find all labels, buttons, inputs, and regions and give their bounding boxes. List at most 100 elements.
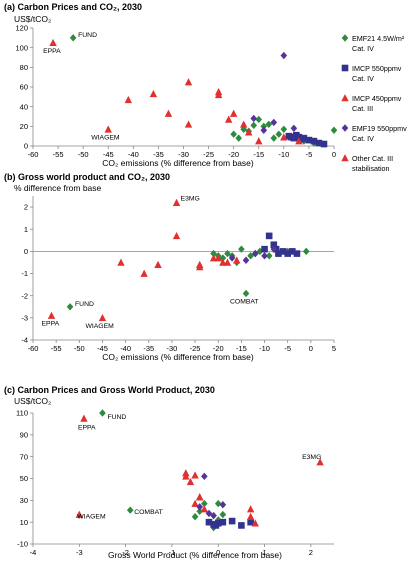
- data-point: [246, 505, 255, 513]
- data-point: [219, 501, 227, 509]
- legend-label: IMCP 550ppmv: [352, 64, 402, 73]
- x-tick-label: -60: [28, 150, 39, 159]
- data-point: [212, 522, 220, 529]
- annotation-label: COMBAT: [230, 298, 259, 305]
- data-point: [228, 254, 236, 262]
- data-point: [280, 133, 288, 141]
- chart-c-xlabel: Gross World Product (% difference from b…: [108, 550, 282, 560]
- data-point: [117, 258, 125, 266]
- data-point: [201, 499, 208, 508]
- x-tick-label: -3: [76, 548, 83, 557]
- data-point: [251, 249, 259, 258]
- data-point: [320, 140, 328, 148]
- data-point: [270, 245, 278, 253]
- data-point: [270, 241, 278, 249]
- x-tick-label: -35: [143, 344, 154, 353]
- data-point: [242, 289, 250, 298]
- y-tick-label: -3: [21, 313, 28, 322]
- x-tick-label: -15: [253, 150, 264, 159]
- data-point: [238, 245, 245, 253]
- x-tick-label: 0: [216, 548, 220, 557]
- y-tick-label: -2: [21, 291, 28, 300]
- x-tick-label: -50: [74, 344, 85, 353]
- chart-a-plot: -60 -55 -50 -45 -40 -35 -30 -25 -20 -15 -10 -5 00204…: [15, 24, 338, 159]
- legend-label: IMCP 450ppmv: [352, 94, 402, 103]
- data-point: [316, 458, 324, 466]
- y-tick-label: 60: [20, 83, 28, 92]
- data-point: [126, 506, 134, 514]
- y-tick-label: -1: [21, 269, 28, 278]
- x-tick-label: 0: [332, 150, 336, 159]
- data-point: [330, 126, 338, 134]
- data-point: [245, 128, 253, 136]
- legend-marker: [341, 124, 349, 132]
- legend-label: Cat. III: [352, 104, 373, 113]
- data-point: [242, 256, 250, 264]
- x-tick-label: -25: [190, 344, 201, 353]
- legend-label: Cat. IV: [352, 74, 374, 83]
- data-point: [154, 260, 162, 268]
- data-point: [210, 249, 217, 258]
- annotation-label: COMBAT: [134, 509, 163, 516]
- data-point: [219, 518, 227, 526]
- data-point: [219, 258, 227, 266]
- data-point: [255, 137, 263, 145]
- annotation-label: EPPA: [43, 48, 61, 55]
- data-point: [200, 505, 209, 513]
- data-point: [186, 477, 195, 486]
- data-point: [214, 88, 223, 96]
- data-point: [240, 125, 247, 133]
- annotation-label: EPPA: [78, 424, 96, 431]
- annotation-label: WIAGEM: [85, 323, 114, 330]
- x-tick-label: -20: [213, 344, 224, 353]
- data-point: [255, 115, 263, 124]
- annotation-label: E3MG: [181, 196, 200, 203]
- data-point: [104, 125, 112, 133]
- x-tick-label: -10: [278, 150, 289, 159]
- data-point: [191, 499, 199, 507]
- data-point: [124, 95, 133, 104]
- data-point: [229, 109, 238, 117]
- legend-label: Cat. IV: [352, 134, 374, 143]
- legend-marker: [341, 154, 349, 162]
- x-tick-label: 0: [309, 344, 313, 353]
- data-point: [196, 260, 204, 268]
- x-tick-label: -50: [78, 150, 89, 159]
- data-point: [219, 510, 227, 519]
- data-point: [250, 121, 258, 130]
- data-point: [66, 303, 74, 311]
- data-point: [290, 124, 298, 132]
- data-point: [305, 136, 313, 144]
- data-point: [214, 499, 222, 508]
- data-point: [279, 248, 287, 255]
- x-tick-label: -25: [203, 150, 214, 159]
- data-point: [49, 38, 57, 47]
- x-tick-label: -45: [97, 344, 108, 353]
- x-tick-label: -20: [228, 150, 239, 159]
- data-point: [302, 247, 310, 256]
- data-point: [196, 493, 204, 501]
- data-point: [240, 120, 248, 128]
- data-point: [270, 134, 278, 142]
- data-point: [219, 254, 227, 262]
- data-point: [270, 118, 278, 127]
- data-point: [47, 311, 56, 319]
- x-tick-label: -2: [122, 548, 129, 557]
- y-tick-label: 50: [20, 474, 28, 483]
- x-tick-label: -30: [167, 344, 178, 353]
- data-point: [75, 510, 84, 518]
- data-point: [284, 250, 291, 257]
- data-point: [247, 252, 254, 260]
- y-tick-label: 110: [16, 409, 28, 418]
- data-point: [289, 248, 296, 255]
- data-point: [238, 522, 245, 529]
- x-tick-label: -45: [103, 150, 114, 159]
